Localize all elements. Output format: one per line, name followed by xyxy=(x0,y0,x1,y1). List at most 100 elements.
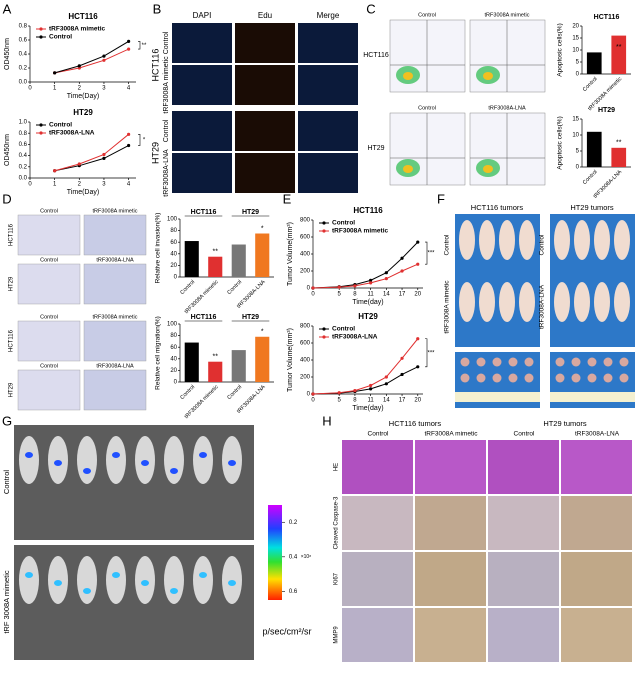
panel-label: G xyxy=(2,413,12,428)
tumor xyxy=(587,357,597,367)
chart-title: HCT116 xyxy=(68,12,98,21)
tumor xyxy=(508,373,518,383)
point xyxy=(400,372,404,377)
chart-title: HCT116 xyxy=(594,14,620,21)
image-title: tRF3008A mimetic xyxy=(93,208,138,214)
y-tick-label: 0.8 xyxy=(19,24,28,30)
micrograph xyxy=(172,153,232,193)
point xyxy=(400,256,404,260)
row-label: HCT116 xyxy=(9,329,15,352)
y-tick-label: 100 xyxy=(167,217,178,223)
x-tick-label: 17 xyxy=(399,398,406,404)
cell-core xyxy=(483,165,493,173)
mouse xyxy=(459,220,475,260)
histology xyxy=(342,440,413,494)
y-tick-label: 200 xyxy=(300,269,311,275)
signal xyxy=(54,580,62,586)
row-label: Control xyxy=(163,119,170,142)
x-tick-label: 1 xyxy=(53,86,57,92)
x-tick-label: 4 xyxy=(127,86,131,92)
y-tick-label: 200 xyxy=(300,375,311,381)
cell-core xyxy=(403,165,413,173)
y-tick-label: 15 xyxy=(572,36,579,42)
x-tick-label: 0 xyxy=(28,86,32,92)
mouse xyxy=(614,282,630,322)
series-line xyxy=(54,133,129,172)
mouse xyxy=(19,436,39,484)
tumor xyxy=(492,357,502,367)
y-tick-label: 0 xyxy=(576,165,580,171)
annotation: * xyxy=(261,225,264,232)
x-tick-label: 0 xyxy=(311,292,315,298)
legend-marker xyxy=(322,327,326,331)
signal xyxy=(199,572,207,578)
x-tick-label: 4 xyxy=(127,182,131,188)
y-tick-label: 20 xyxy=(572,24,579,30)
significance-bracket xyxy=(425,241,428,265)
micrograph xyxy=(298,23,358,63)
y-tick-label: 0.8 xyxy=(19,131,28,137)
panel-label: F xyxy=(437,191,445,206)
row-label: Tumor Volume(mm³) xyxy=(287,222,294,286)
annotation: * xyxy=(261,329,264,336)
column-title: Edu xyxy=(258,11,272,20)
mouse xyxy=(519,220,535,260)
image-title: tRF3008A mimetic xyxy=(93,314,138,320)
row-label: Control xyxy=(444,234,451,256)
row-label: Relative cell migration(%) xyxy=(155,316,162,390)
mouse xyxy=(614,220,630,260)
y-tick-label: 0.4 xyxy=(19,52,28,58)
tumor xyxy=(555,373,565,383)
histology xyxy=(415,496,486,550)
annotation: * xyxy=(143,137,146,143)
colorbar-tick-label: 0.4 xyxy=(289,554,298,560)
group-title: HCT116 tumors xyxy=(389,419,442,428)
signal xyxy=(112,572,120,578)
mouse xyxy=(479,282,495,322)
bar xyxy=(184,342,199,382)
annotation: *** xyxy=(427,350,435,356)
series-line xyxy=(312,241,419,289)
y-tick-label: 1.0 xyxy=(19,120,28,126)
cell-core xyxy=(403,72,413,80)
row-label: Apoptosic cells(%) xyxy=(557,23,564,76)
row-label: Ki67 xyxy=(334,572,340,585)
ruler xyxy=(550,392,635,402)
y-tick-label: 600 xyxy=(300,341,311,347)
mouse xyxy=(554,282,570,322)
x-tick-label: Control xyxy=(179,279,196,296)
x-tick-label: 8 xyxy=(353,398,357,404)
x-tick-label: 14 xyxy=(383,398,390,404)
colorbar xyxy=(268,505,282,600)
flow-title: Control xyxy=(418,12,436,18)
point xyxy=(400,269,404,273)
signal xyxy=(83,468,91,474)
y-tick-label: 0.0 xyxy=(19,176,28,182)
micrograph xyxy=(17,369,81,411)
annotation: ** xyxy=(213,249,219,256)
tumor xyxy=(571,373,581,383)
panel-label: H xyxy=(322,413,331,428)
group-label: HT29 xyxy=(242,209,259,216)
legend-marker xyxy=(39,123,43,127)
bar xyxy=(586,52,602,74)
signal xyxy=(112,452,120,458)
image-title: Control xyxy=(40,257,58,263)
x-axis-label: Time(Day) xyxy=(67,189,99,196)
x-axis-label: Time(Day) xyxy=(67,93,99,100)
legend-marker xyxy=(322,229,326,233)
row-label: Control xyxy=(2,470,11,495)
micrograph xyxy=(298,153,358,193)
point xyxy=(53,71,57,75)
y-tick-label: 0 xyxy=(307,286,311,292)
row-label: Relative cell invasion(%) xyxy=(155,213,162,284)
y-tick-label: 100 xyxy=(167,322,178,328)
mouse xyxy=(164,556,184,604)
signal xyxy=(199,452,207,458)
micrograph xyxy=(235,65,295,105)
histology xyxy=(342,608,413,662)
point xyxy=(311,392,315,396)
y-tick-label: 800 xyxy=(300,218,311,224)
tumor xyxy=(603,357,613,367)
image-title: Control xyxy=(40,208,58,214)
